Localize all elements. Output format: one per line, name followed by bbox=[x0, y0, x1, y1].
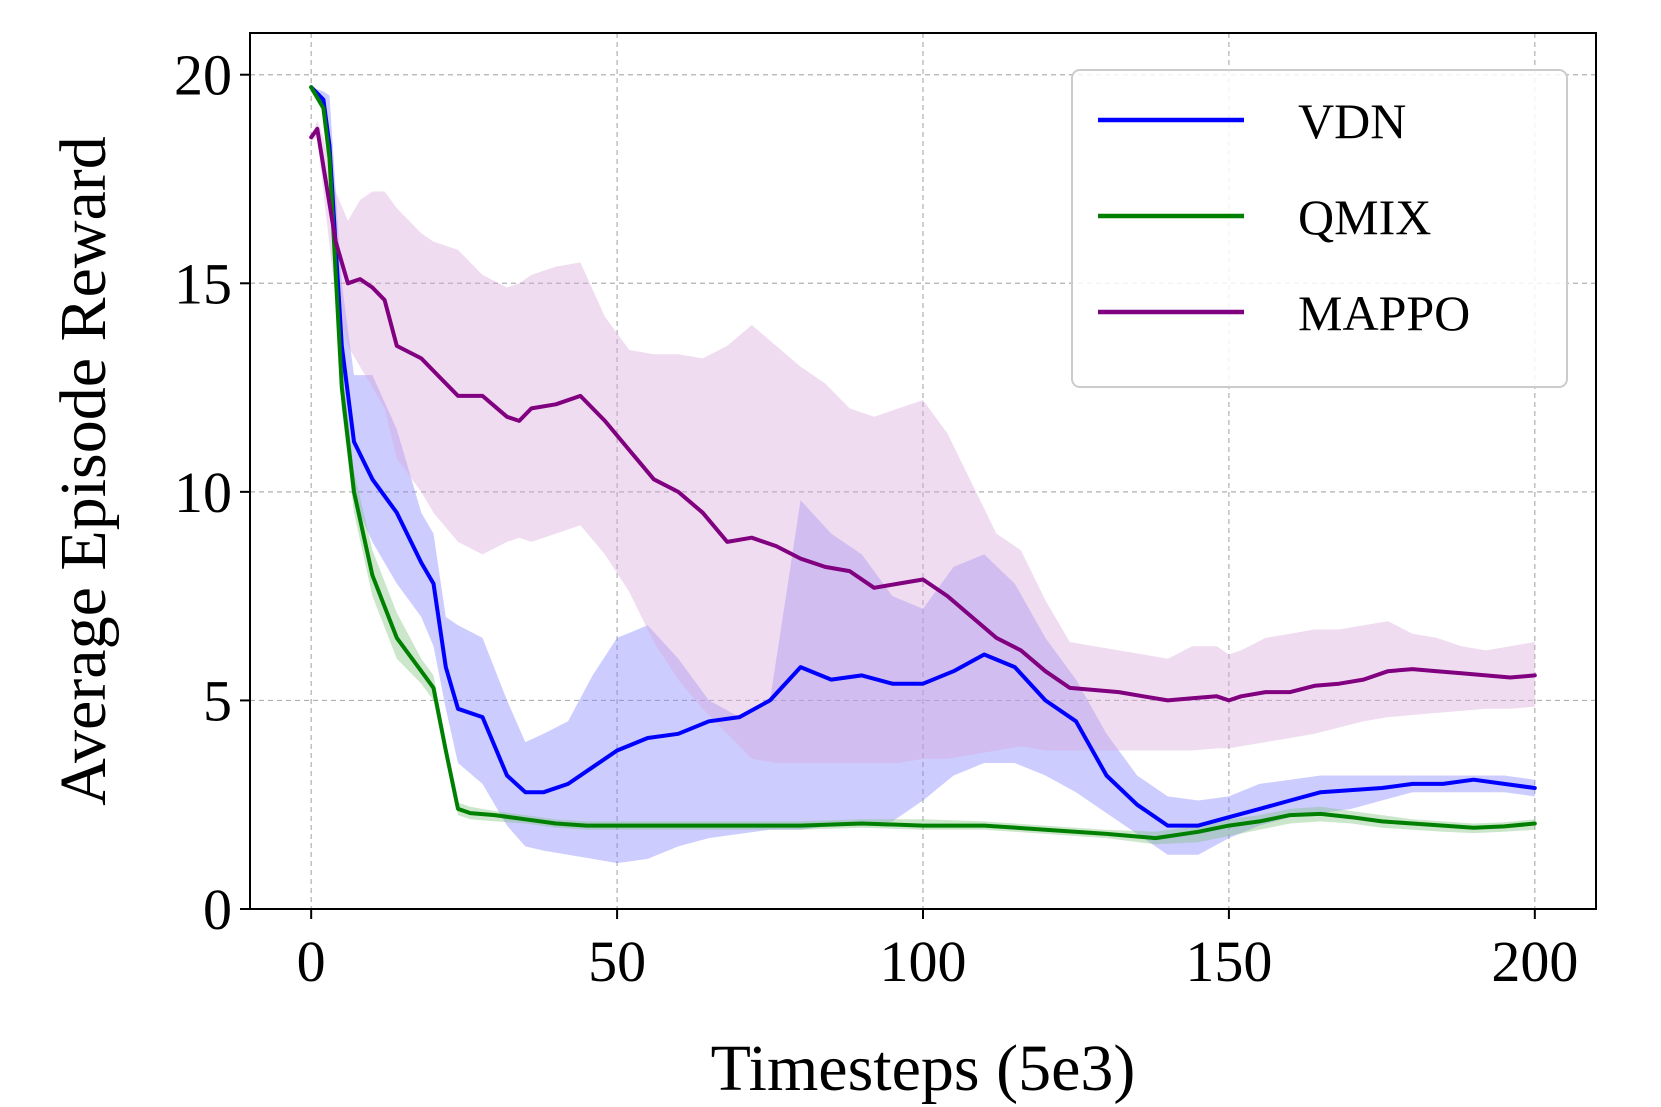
y-tick-label: 0 bbox=[203, 877, 232, 942]
y-tick-label: 5 bbox=[203, 668, 232, 733]
y-tick-label: 15 bbox=[174, 251, 232, 316]
x-axis-label: Timesteps (5e3) bbox=[711, 1032, 1136, 1105]
legend-label-vdn: VDN bbox=[1298, 93, 1406, 149]
mappo-band bbox=[311, 120, 1535, 764]
confidence-bands bbox=[311, 87, 1535, 864]
x-tick-label: 50 bbox=[588, 929, 646, 994]
axis-ticks: 0 50 100 150 200 0 5 10 15 20 bbox=[174, 43, 1578, 994]
y-axis-label: Average Episode Reward bbox=[47, 136, 120, 806]
vdn-band bbox=[311, 87, 1535, 864]
x-tick-label: 100 bbox=[880, 929, 967, 994]
legend: VDN QMIX MAPPO bbox=[1071, 69, 1568, 388]
x-tick-label: 0 bbox=[297, 929, 326, 994]
y-tick-label: 20 bbox=[174, 43, 232, 108]
vdn-line bbox=[309, 85, 1537, 828]
x-tick-label: 150 bbox=[1185, 929, 1272, 994]
legend-label-mappo: MAPPO bbox=[1298, 285, 1470, 341]
legend-box bbox=[1071, 69, 1568, 388]
qmix-line bbox=[309, 85, 1537, 841]
mappo-line bbox=[309, 126, 1537, 703]
legend-label-qmix: QMIX bbox=[1298, 189, 1431, 245]
series-lines bbox=[309, 85, 1537, 841]
y-tick-label: 10 bbox=[174, 460, 232, 525]
x-tick-label: 200 bbox=[1491, 929, 1578, 994]
